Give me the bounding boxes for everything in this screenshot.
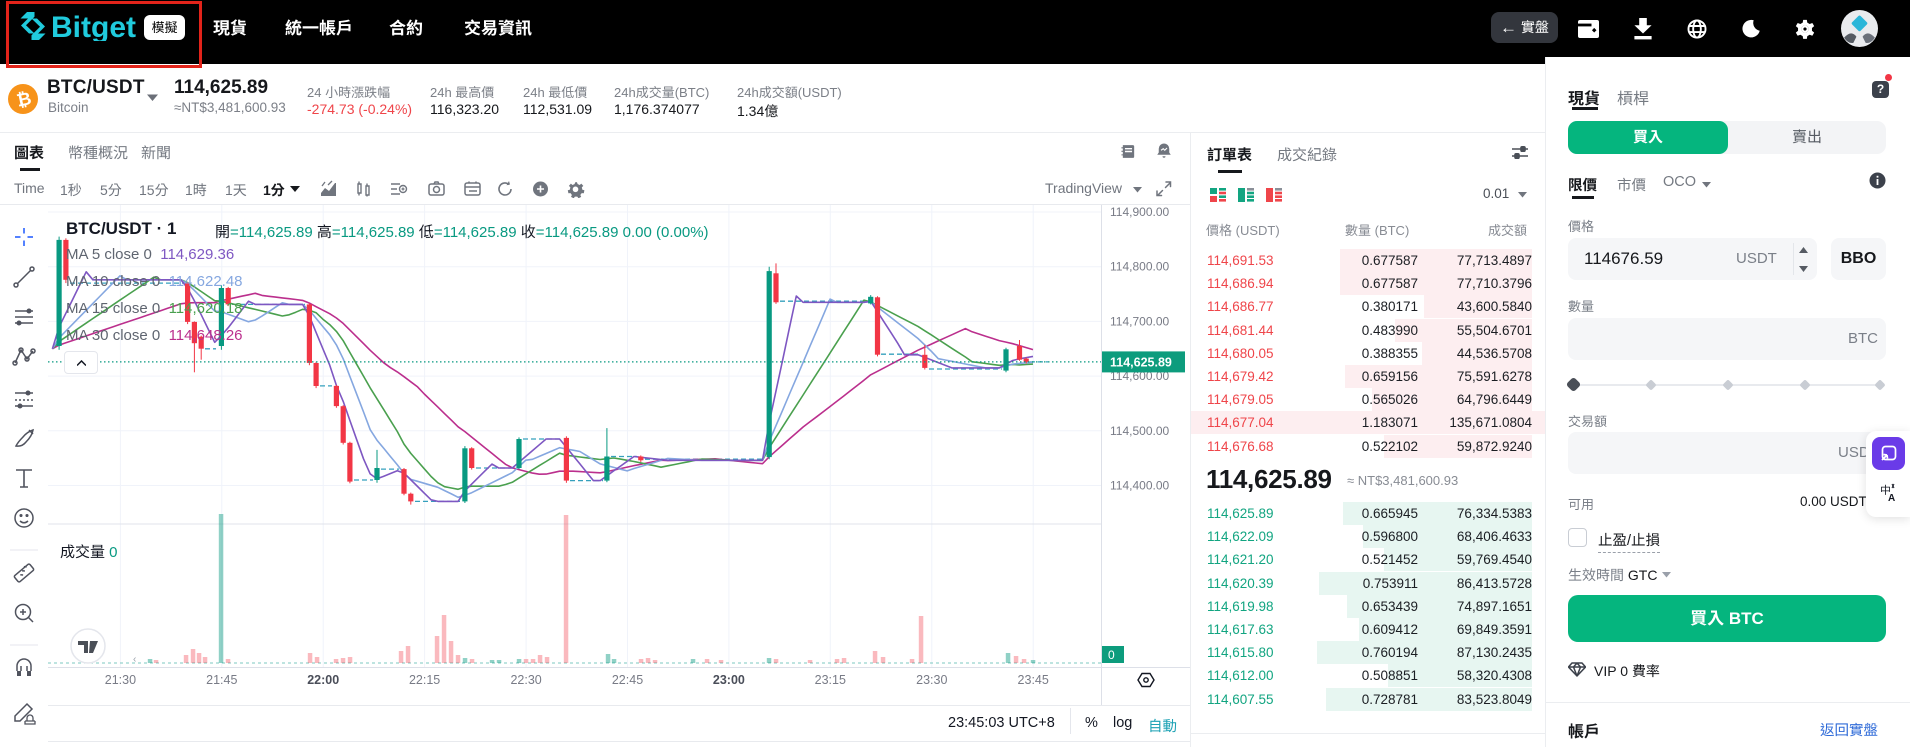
svg-text:114,625.89: 114,625.89 xyxy=(1110,355,1172,369)
svg-text:23:45: 23:45 xyxy=(1018,673,1049,687)
svg-text:22:45: 22:45 xyxy=(612,673,643,687)
svg-text:₿: ₿ xyxy=(15,88,33,111)
svg-text:22:00: 22:00 xyxy=(307,673,339,687)
svg-text:21:30: 21:30 xyxy=(105,673,136,687)
svg-text:0: 0 xyxy=(1108,648,1115,662)
svg-text:23:15: 23:15 xyxy=(815,673,846,687)
svg-text:21:45: 21:45 xyxy=(206,673,237,687)
svg-text:A: A xyxy=(1888,493,1895,503)
svg-text:114,800.00: 114,800.00 xyxy=(1110,260,1169,274)
svg-text:114,700.00: 114,700.00 xyxy=(1110,314,1169,328)
svg-text:114,900.00: 114,900.00 xyxy=(1110,205,1169,219)
svg-text:23:00: 23:00 xyxy=(713,673,745,687)
svg-text:中: 中 xyxy=(1880,482,1891,498)
svg-text:22:15: 22:15 xyxy=(409,673,440,687)
svg-text:Bitget: Bitget xyxy=(51,11,136,41)
svg-text:22:30: 22:30 xyxy=(510,673,541,687)
svg-text:23:30: 23:30 xyxy=(916,673,947,687)
svg-text:114,500.00: 114,500.00 xyxy=(1110,424,1169,438)
svg-text:114,400.00: 114,400.00 xyxy=(1110,479,1169,493)
svg-text:114,600.00: 114,600.00 xyxy=(1110,369,1169,383)
svg-text:‹: ‹ xyxy=(133,654,136,665)
